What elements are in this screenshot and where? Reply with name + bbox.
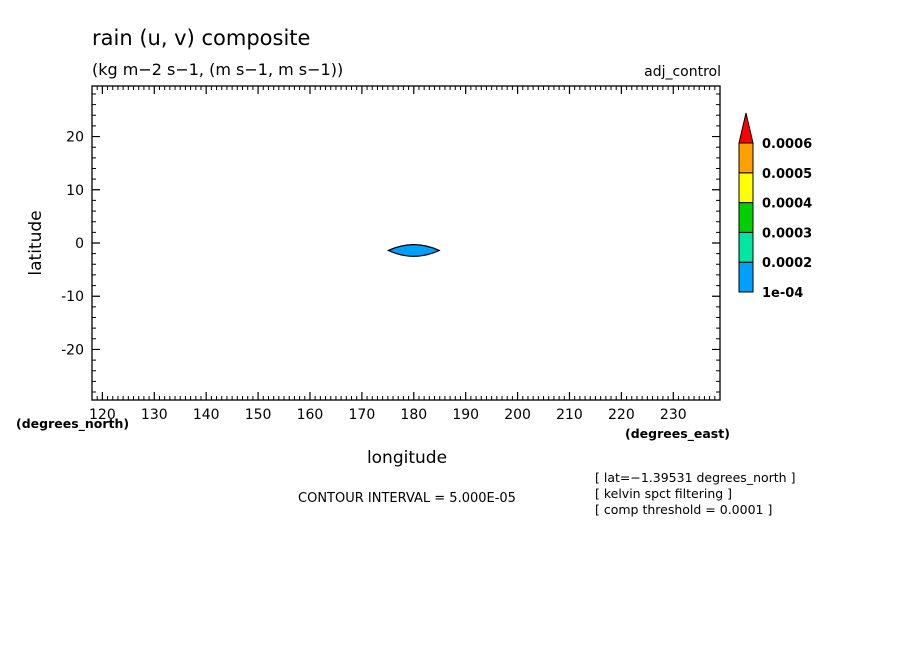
y-tick-label: 20 bbox=[66, 130, 84, 146]
x-tick-label: 200 bbox=[504, 407, 531, 423]
colorbar-label: 0.0006 bbox=[762, 137, 812, 152]
contour-region bbox=[386, 243, 441, 257]
contour-interval-text: CONTOUR INTERVAL = 5.000E-05 bbox=[298, 491, 516, 506]
x-tick-label: 130 bbox=[141, 407, 168, 423]
x-tick-label: 180 bbox=[400, 407, 427, 423]
x-axis-units: (degrees_east) bbox=[625, 426, 730, 442]
colorbar-swatch bbox=[738, 172, 754, 204]
x-tick-label: 190 bbox=[452, 407, 479, 423]
y-axis-label: latitude bbox=[26, 210, 46, 275]
x-tick-label: 210 bbox=[556, 407, 583, 423]
note-latitude: [ lat=−1.39531 degrees_north ] bbox=[595, 470, 795, 485]
colorbar-overflow-arrow bbox=[738, 112, 754, 144]
x-tick-label: 140 bbox=[193, 407, 220, 423]
x-tick-label: 150 bbox=[245, 407, 272, 423]
y-tick-label: -20 bbox=[61, 342, 84, 358]
minor-ticks bbox=[91, 86, 721, 400]
colorbar-legend: 0.0006 0.0005 0.0004 0.0003 0.0002 1e-04 bbox=[738, 112, 812, 301]
colorbar-label: 1e-04 bbox=[762, 286, 803, 301]
colorbar-label: 0.0003 bbox=[762, 226, 812, 241]
y-axis-units: (degrees_north) bbox=[16, 416, 129, 432]
colorbar-swatch bbox=[738, 142, 754, 174]
colorbar-label: 0.0005 bbox=[762, 167, 812, 182]
plot-area: 120 130 140 150 160 170 180 190 200 210 220 230 20 10… bbox=[61, 85, 721, 423]
note-threshold: [ comp threshold = 0.0001 ] bbox=[595, 502, 772, 517]
colorbar-swatch bbox=[738, 261, 754, 293]
x-tick-label: 160 bbox=[297, 407, 324, 423]
colorbar-swatch bbox=[738, 231, 754, 263]
colorbar-label: 0.0004 bbox=[762, 197, 812, 212]
plot-frame bbox=[91, 85, 721, 401]
x-tick-label: 220 bbox=[608, 407, 635, 423]
note-filtering: [ kelvin spct filtering ] bbox=[595, 486, 732, 501]
y-tick-label: -10 bbox=[61, 289, 84, 305]
colorbar-label: 0.0002 bbox=[762, 256, 812, 271]
x-tick-label: 120 bbox=[89, 407, 116, 423]
y-tick-label: 10 bbox=[66, 183, 84, 199]
dataset-label: adj_control bbox=[644, 64, 721, 80]
x-tick-label: 230 bbox=[660, 407, 687, 423]
x-axis-label: longitude bbox=[367, 448, 447, 468]
x-tick-label: 170 bbox=[349, 407, 376, 423]
chart-subtitle: (kg m−2 s−1, (m s−1, m s−1)) bbox=[92, 60, 343, 79]
colorbar-swatch bbox=[738, 202, 754, 233]
chart-title: rain (u, v) composite bbox=[92, 26, 310, 50]
y-tick-label: 0 bbox=[75, 236, 84, 252]
